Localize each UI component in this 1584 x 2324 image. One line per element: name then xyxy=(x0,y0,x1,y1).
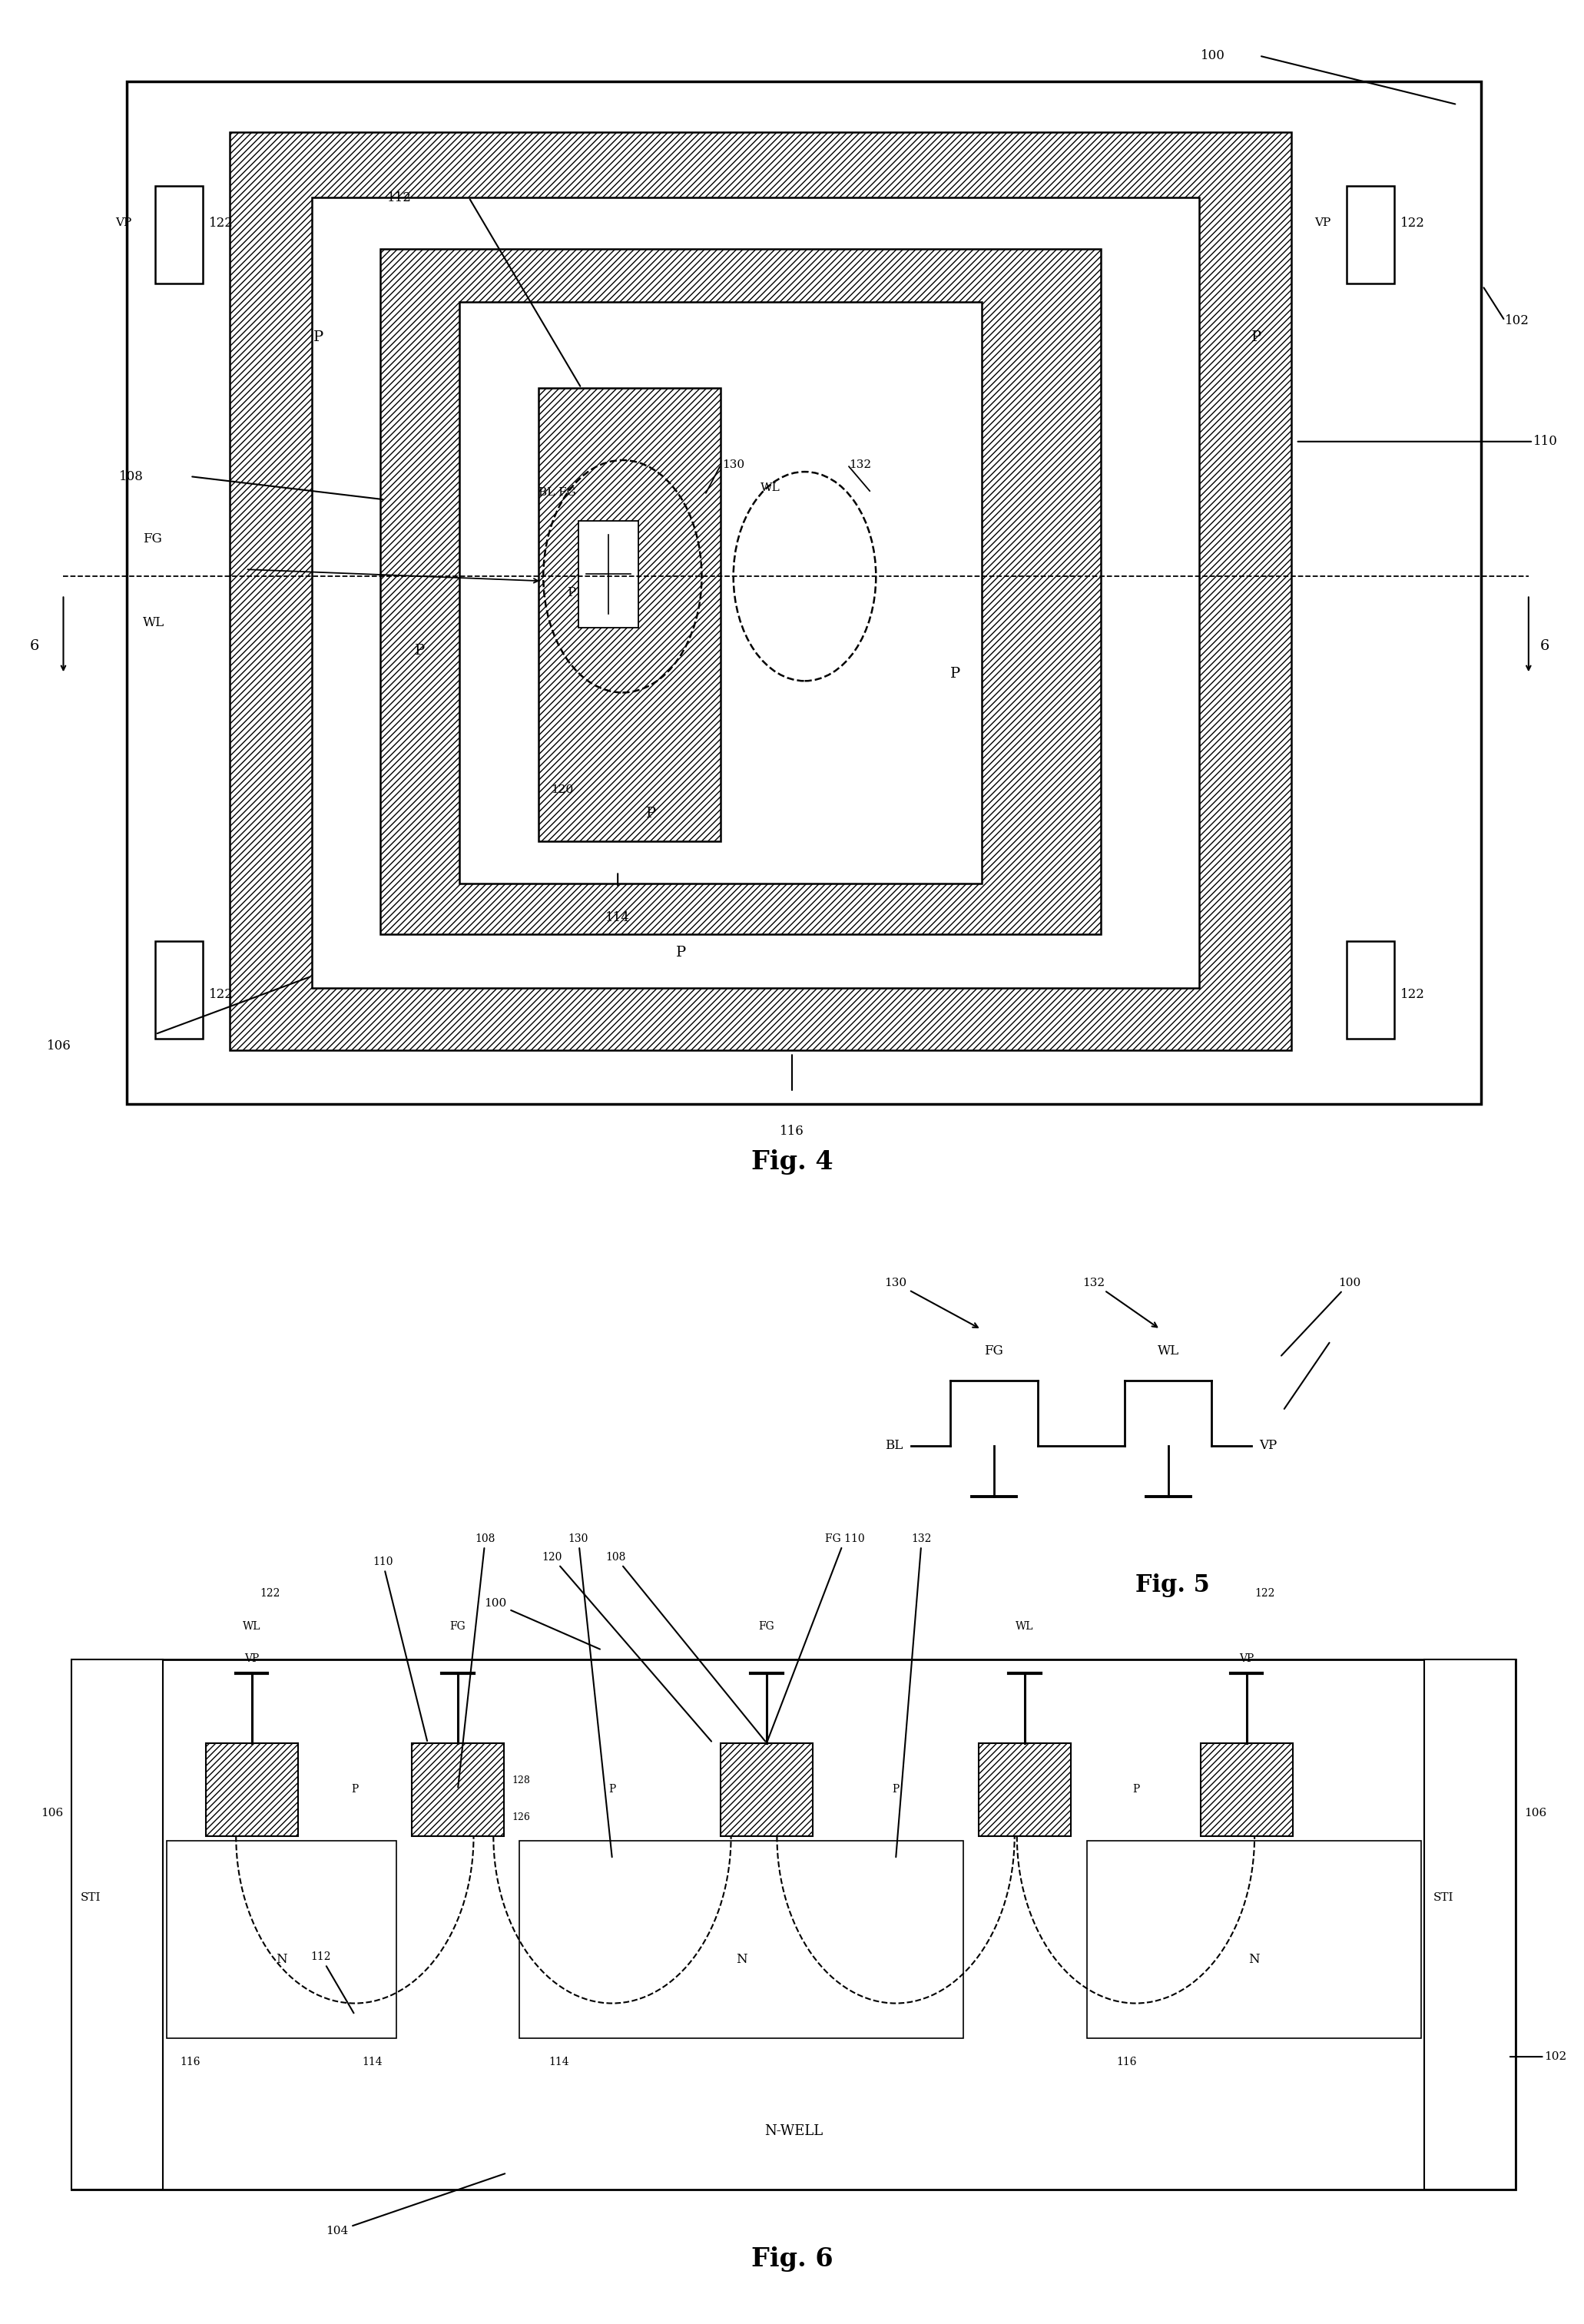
Bar xyxy=(312,198,1199,988)
Text: 100: 100 xyxy=(1201,49,1224,63)
Text: 110: 110 xyxy=(372,1557,428,1741)
Text: N-WELL: N-WELL xyxy=(765,2124,822,2138)
Text: WL: WL xyxy=(760,483,779,493)
Text: P: P xyxy=(1251,330,1261,344)
Text: 120: 120 xyxy=(551,786,573,795)
Text: FG 110: FG 110 xyxy=(767,1534,865,1741)
Bar xyxy=(578,521,638,627)
Text: 102: 102 xyxy=(1505,314,1529,328)
Bar xyxy=(230,132,1291,1050)
Text: VP: VP xyxy=(1315,218,1331,228)
Text: VP: VP xyxy=(116,218,131,228)
Text: N: N xyxy=(276,1952,287,1966)
Text: N: N xyxy=(735,1952,748,1966)
Text: 100: 100 xyxy=(485,1599,600,1650)
Text: FG: FG xyxy=(143,532,162,546)
Text: WL: WL xyxy=(1015,1620,1034,1631)
Bar xyxy=(71,1659,1516,2189)
Text: 116: 116 xyxy=(779,1125,805,1139)
Bar xyxy=(1201,1743,1293,1836)
Text: P: P xyxy=(567,586,575,600)
Text: 130: 130 xyxy=(884,1278,977,1327)
Text: 112: 112 xyxy=(310,1952,353,2013)
Bar xyxy=(539,388,721,841)
Text: VP: VP xyxy=(244,1652,260,1664)
Text: WL: WL xyxy=(1158,1343,1178,1357)
Text: 122: 122 xyxy=(1400,216,1424,230)
Text: P: P xyxy=(608,1785,616,1794)
Text: P: P xyxy=(314,330,323,344)
Text: 110: 110 xyxy=(1533,435,1557,449)
Text: BL: BL xyxy=(885,1439,903,1452)
Text: P: P xyxy=(646,806,656,820)
Text: 108: 108 xyxy=(119,469,143,483)
Bar xyxy=(1346,186,1394,284)
Bar xyxy=(127,81,1481,1104)
Text: STI: STI xyxy=(1434,1892,1454,1903)
Bar xyxy=(979,1743,1071,1836)
Text: 130: 130 xyxy=(722,460,744,469)
Bar xyxy=(1346,941,1394,1039)
Text: 6: 6 xyxy=(30,639,40,653)
Text: 126: 126 xyxy=(512,1813,531,1822)
Text: 122: 122 xyxy=(1400,988,1424,1002)
Text: STI: STI xyxy=(81,1892,101,1903)
Text: Fig. 4: Fig. 4 xyxy=(751,1150,833,1174)
Text: Fig. 6: Fig. 6 xyxy=(751,2247,833,2271)
Bar xyxy=(520,1841,963,2038)
Text: N: N xyxy=(1248,1952,1259,1966)
Text: 104: 104 xyxy=(326,2173,505,2236)
Bar xyxy=(1424,1659,1516,2189)
Text: 120: 120 xyxy=(542,1552,711,1741)
Text: BL FG: BL FG xyxy=(539,488,577,497)
Text: 108: 108 xyxy=(605,1552,765,1741)
Text: 116: 116 xyxy=(1117,2057,1136,2068)
Text: 122: 122 xyxy=(1255,1587,1275,1599)
Bar xyxy=(155,941,203,1039)
Text: P: P xyxy=(352,1785,358,1794)
Bar xyxy=(459,302,982,883)
Bar xyxy=(380,249,1101,934)
Text: WL: WL xyxy=(143,616,165,630)
Text: WL: WL xyxy=(242,1620,261,1631)
Text: P: P xyxy=(415,644,425,658)
Text: 100: 100 xyxy=(1281,1278,1361,1355)
Text: 122: 122 xyxy=(209,988,233,1002)
Text: 132: 132 xyxy=(849,460,871,469)
Text: 102: 102 xyxy=(1544,2052,1567,2061)
Bar xyxy=(1087,1841,1421,2038)
Bar xyxy=(721,1743,813,1836)
Bar xyxy=(412,1743,504,1836)
Text: 128: 128 xyxy=(512,1776,531,1785)
Text: VP: VP xyxy=(1259,1439,1277,1452)
Text: 130: 130 xyxy=(569,1534,611,1857)
Text: 122: 122 xyxy=(209,216,233,230)
Bar xyxy=(71,1659,163,2189)
Text: P: P xyxy=(950,667,960,681)
Text: P: P xyxy=(892,1785,900,1794)
Text: 106: 106 xyxy=(48,1039,71,1053)
Text: VP: VP xyxy=(1239,1652,1255,1664)
Text: 106: 106 xyxy=(41,1808,63,1817)
Text: FG: FG xyxy=(984,1343,1004,1357)
Text: Fig. 5: Fig. 5 xyxy=(1136,1573,1209,1597)
Text: 114: 114 xyxy=(605,911,630,925)
Bar xyxy=(155,186,203,284)
Text: FG: FG xyxy=(759,1620,775,1631)
Bar xyxy=(166,1841,396,2038)
Bar xyxy=(206,1743,298,1836)
Text: 122: 122 xyxy=(260,1587,280,1599)
Text: FG: FG xyxy=(450,1620,466,1631)
Text: 6: 6 xyxy=(1540,639,1549,653)
Text: 114: 114 xyxy=(363,2057,382,2068)
Text: 132: 132 xyxy=(897,1534,931,1857)
Text: 114: 114 xyxy=(550,2057,569,2068)
Text: 112: 112 xyxy=(388,191,412,205)
Text: 132: 132 xyxy=(1082,1278,1156,1327)
Text: 108: 108 xyxy=(458,1534,496,1787)
Text: 106: 106 xyxy=(1524,1808,1546,1817)
Text: P: P xyxy=(676,946,686,960)
Text: 116: 116 xyxy=(181,2057,200,2068)
Text: P: P xyxy=(1133,1785,1139,1794)
